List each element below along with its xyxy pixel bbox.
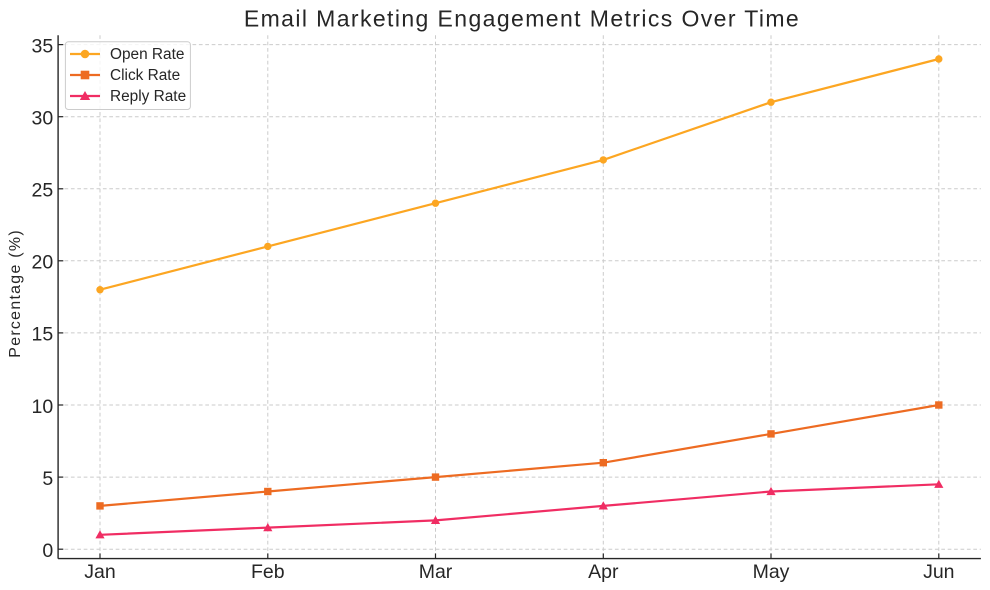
svg-text:Percentage (%): Percentage (%) [7, 229, 24, 358]
svg-text:Click Rate: Click Rate [110, 67, 180, 84]
svg-text:May: May [753, 561, 790, 583]
svg-text:5: 5 [42, 468, 53, 490]
svg-text:20: 20 [31, 252, 53, 274]
svg-text:25: 25 [31, 180, 53, 202]
svg-text:Mar: Mar [419, 561, 453, 583]
svg-text:Jan: Jan [84, 561, 115, 583]
svg-text:Jun: Jun [923, 561, 954, 583]
svg-text:0: 0 [42, 540, 53, 562]
svg-text:Feb: Feb [251, 561, 285, 583]
svg-text:Reply Rate: Reply Rate [110, 88, 186, 105]
svg-text:15: 15 [31, 324, 53, 346]
svg-text:30: 30 [31, 108, 53, 130]
svg-text:Apr: Apr [588, 561, 619, 583]
svg-text:Open Rate: Open Rate [110, 46, 184, 63]
svg-text:35: 35 [31, 35, 53, 57]
svg-text:10: 10 [31, 396, 53, 418]
svg-text:Email Marketing Engagement Met: Email Marketing Engagement Metrics Over … [244, 6, 800, 32]
